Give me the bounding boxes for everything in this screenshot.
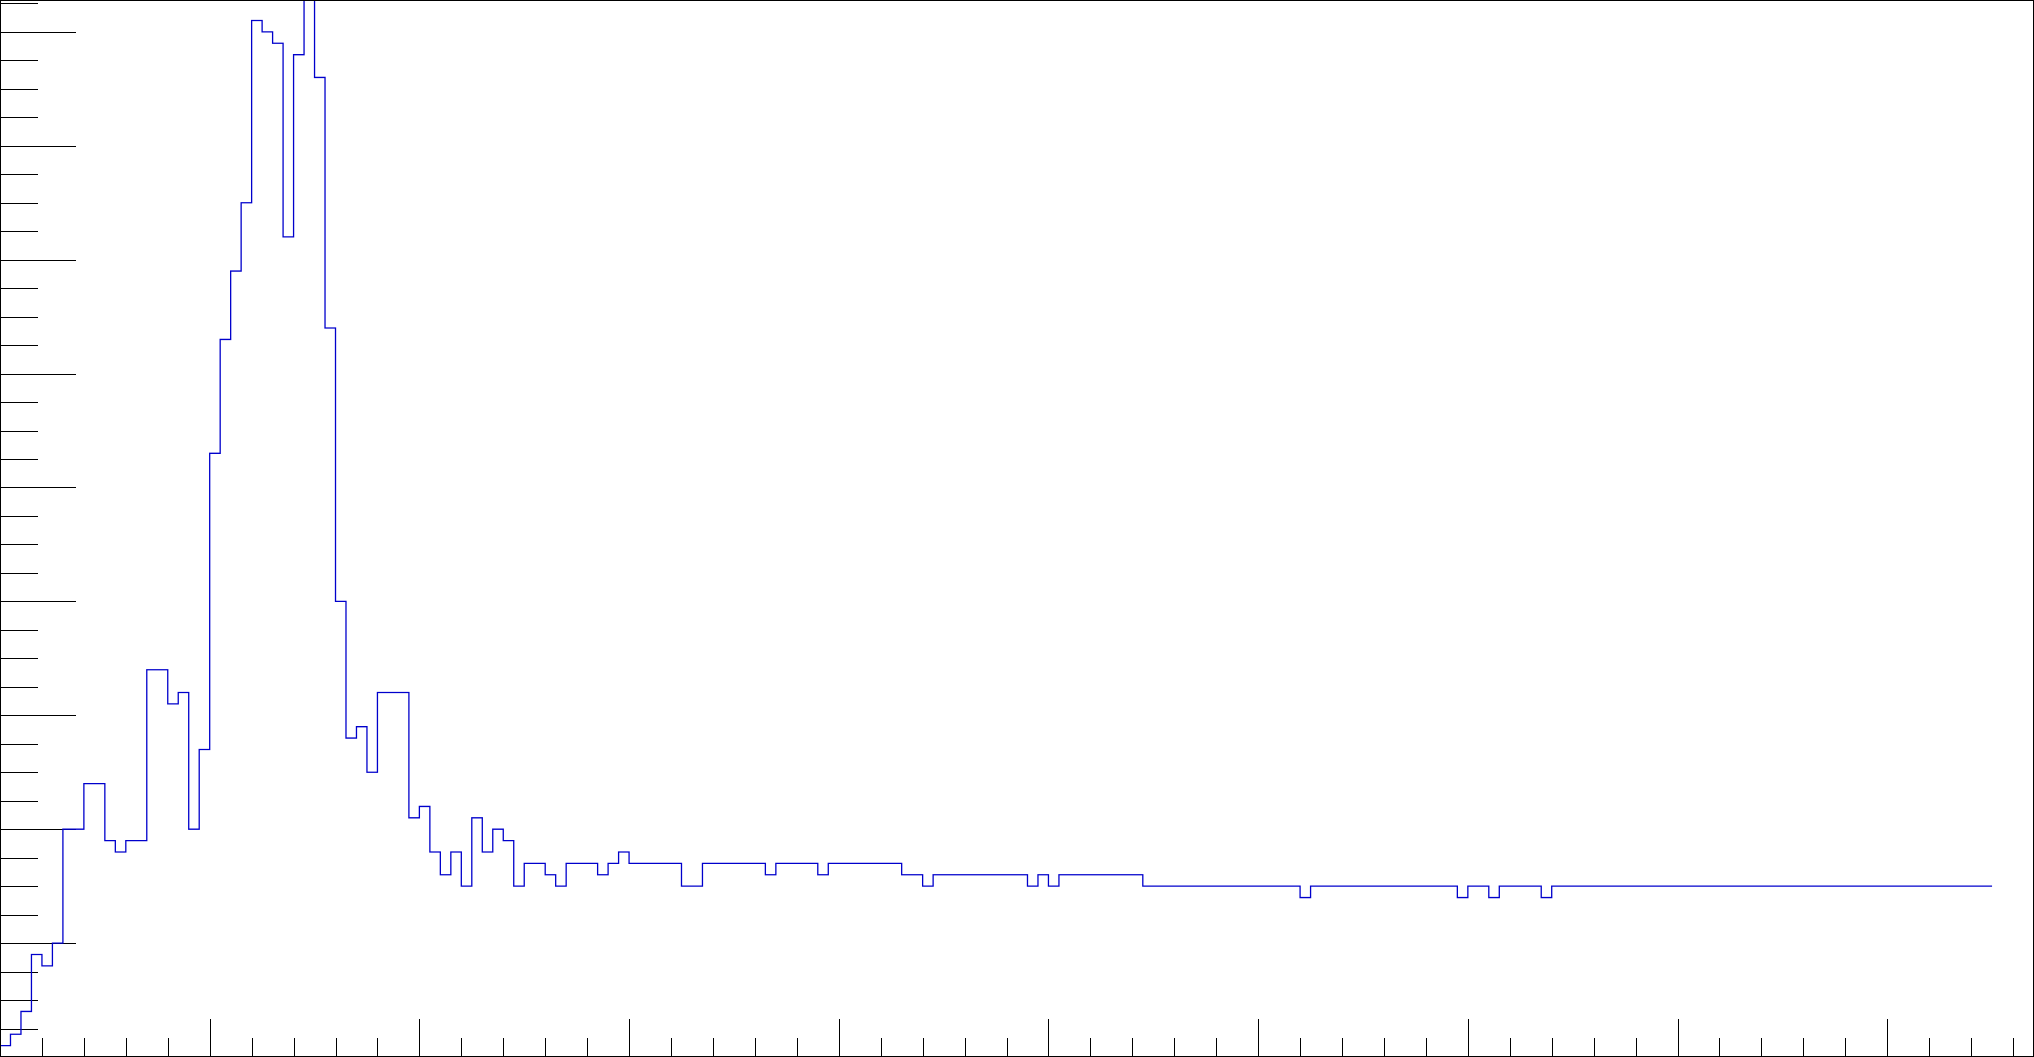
histogram-series-line [0, 0, 1993, 1057]
y-axis-ticks [0, 3, 76, 1030]
x-axis-ticks [0, 1019, 2014, 1057]
